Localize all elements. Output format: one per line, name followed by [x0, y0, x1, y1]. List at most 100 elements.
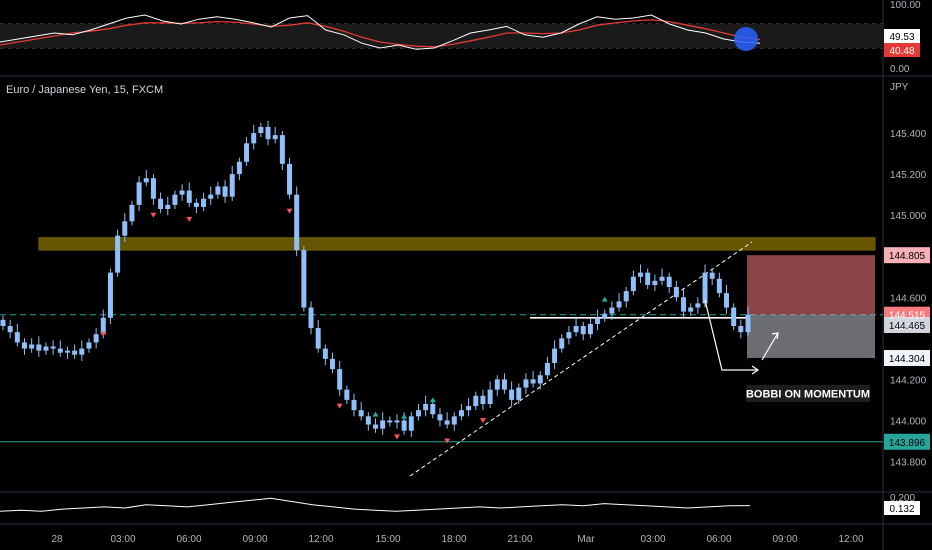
candle-body: [158, 198, 164, 209]
candle-body: [143, 178, 149, 183]
price-tick-label: 144.000: [890, 416, 927, 427]
projection-arrowhead: [771, 332, 779, 340]
price-tick-label: 144.600: [890, 293, 927, 304]
candle-body: [724, 293, 730, 308]
sell-signal-marker: [286, 208, 293, 214]
candle-body: [186, 190, 192, 203]
sell-signal-marker: [336, 403, 343, 409]
sell-signal-marker: [100, 331, 107, 337]
candle-body: [215, 186, 221, 195]
candle-body: [480, 395, 486, 404]
candle-body: [308, 307, 314, 329]
price-badge: [884, 350, 930, 367]
rsi-signal-line: [0, 19, 761, 48]
candle-body: [315, 328, 321, 349]
candle-body: [165, 204, 171, 209]
candle-body: [14, 332, 20, 343]
candle-body: [351, 399, 357, 411]
candle-body: [652, 280, 658, 285]
candle-body: [673, 287, 679, 298]
candle-body: [509, 389, 515, 400]
candle-body: [251, 133, 257, 144]
candle-body: [57, 348, 63, 353]
time-tick-label: 18:00: [441, 534, 466, 545]
candle-body: [193, 202, 199, 207]
candle-body: [738, 326, 744, 333]
price-badge-label: 143.896: [889, 438, 926, 449]
projection-down-arrow: [704, 299, 758, 371]
candle-body: [201, 198, 207, 207]
candle-body: [64, 350, 70, 353]
price-badge-label: 144.805: [889, 251, 926, 262]
candle-body: [595, 317, 601, 324]
time-tick-label: 21:00: [507, 534, 532, 545]
candle-body: [523, 379, 529, 388]
candle-body: [373, 424, 378, 429]
time-tick-label: 06:00: [176, 534, 201, 545]
price-badge: [884, 316, 930, 333]
candle-body: [473, 395, 479, 407]
sell-signal-marker: [444, 438, 451, 444]
candle-body: [72, 350, 78, 355]
take-profit-box: [747, 255, 875, 315]
time-tick-label: 12:00: [838, 534, 863, 545]
price-tick-label: 145.000: [890, 211, 927, 222]
candle-body: [688, 307, 694, 312]
candle-body: [222, 186, 228, 197]
price-tick-label: 145.200: [890, 170, 927, 181]
candle-body: [344, 389, 350, 400]
rsi-badge: [884, 43, 920, 57]
candle-body: [387, 420, 393, 423]
candle-body: [437, 414, 443, 421]
lower-tick-label: 0.200: [890, 493, 915, 504]
time-tick-label: 15:00: [375, 534, 400, 545]
candle-body: [695, 303, 701, 308]
time-tick-label: 03:00: [110, 534, 135, 545]
candle-body: [408, 416, 414, 431]
candle-body: [458, 410, 464, 417]
rsi-badge-label: 49.53: [889, 32, 914, 43]
price-tick-label: 143.800: [890, 457, 927, 468]
candle-body: [358, 410, 364, 417]
candle-body: [136, 182, 142, 205]
candle-body: [731, 307, 737, 326]
sell-signal-marker: [393, 434, 400, 440]
annotation-box: [746, 385, 870, 402]
candle-body: [530, 379, 536, 384]
candle-body: [258, 126, 264, 134]
candle-body: [602, 313, 608, 318]
candle-body: [609, 307, 615, 314]
rsi-tick-label: 0.00: [890, 64, 910, 75]
time-tick-label: 12:00: [308, 534, 333, 545]
candle-body: [430, 404, 436, 415]
price-badge: [884, 247, 930, 264]
trendline: [409, 241, 753, 477]
rsi-badge: [884, 29, 920, 43]
candle-body: [93, 334, 99, 343]
candle-body: [0, 319, 6, 326]
candle-body: [43, 346, 49, 351]
annotation-label: BOBBI ON MOMENTUM: [746, 389, 870, 401]
price-tick-label: 145.400: [890, 129, 927, 140]
candle-body: [638, 272, 644, 277]
candle-body: [566, 332, 572, 339]
candle-body: [229, 174, 235, 197]
candle-body: [466, 406, 472, 411]
candle-body: [552, 348, 558, 363]
currency-label: JPY: [890, 82, 909, 93]
candle-body: [100, 317, 106, 335]
candle-body: [559, 338, 565, 349]
candle-body: [587, 323, 593, 335]
candle-body: [29, 344, 35, 349]
candle-body: [7, 326, 13, 333]
candle-body: [272, 135, 278, 140]
candle-body: [107, 272, 113, 318]
sell-signal-marker: [150, 212, 157, 218]
candle-body: [716, 278, 722, 294]
chart-title: Euro / Japanese Yen, 15, FXCM: [6, 84, 163, 96]
lower-pane-line: [0, 497, 751, 512]
buy-signal-marker: [601, 296, 608, 302]
time-tick-label: 28: [51, 534, 63, 545]
candle-body: [79, 348, 85, 355]
